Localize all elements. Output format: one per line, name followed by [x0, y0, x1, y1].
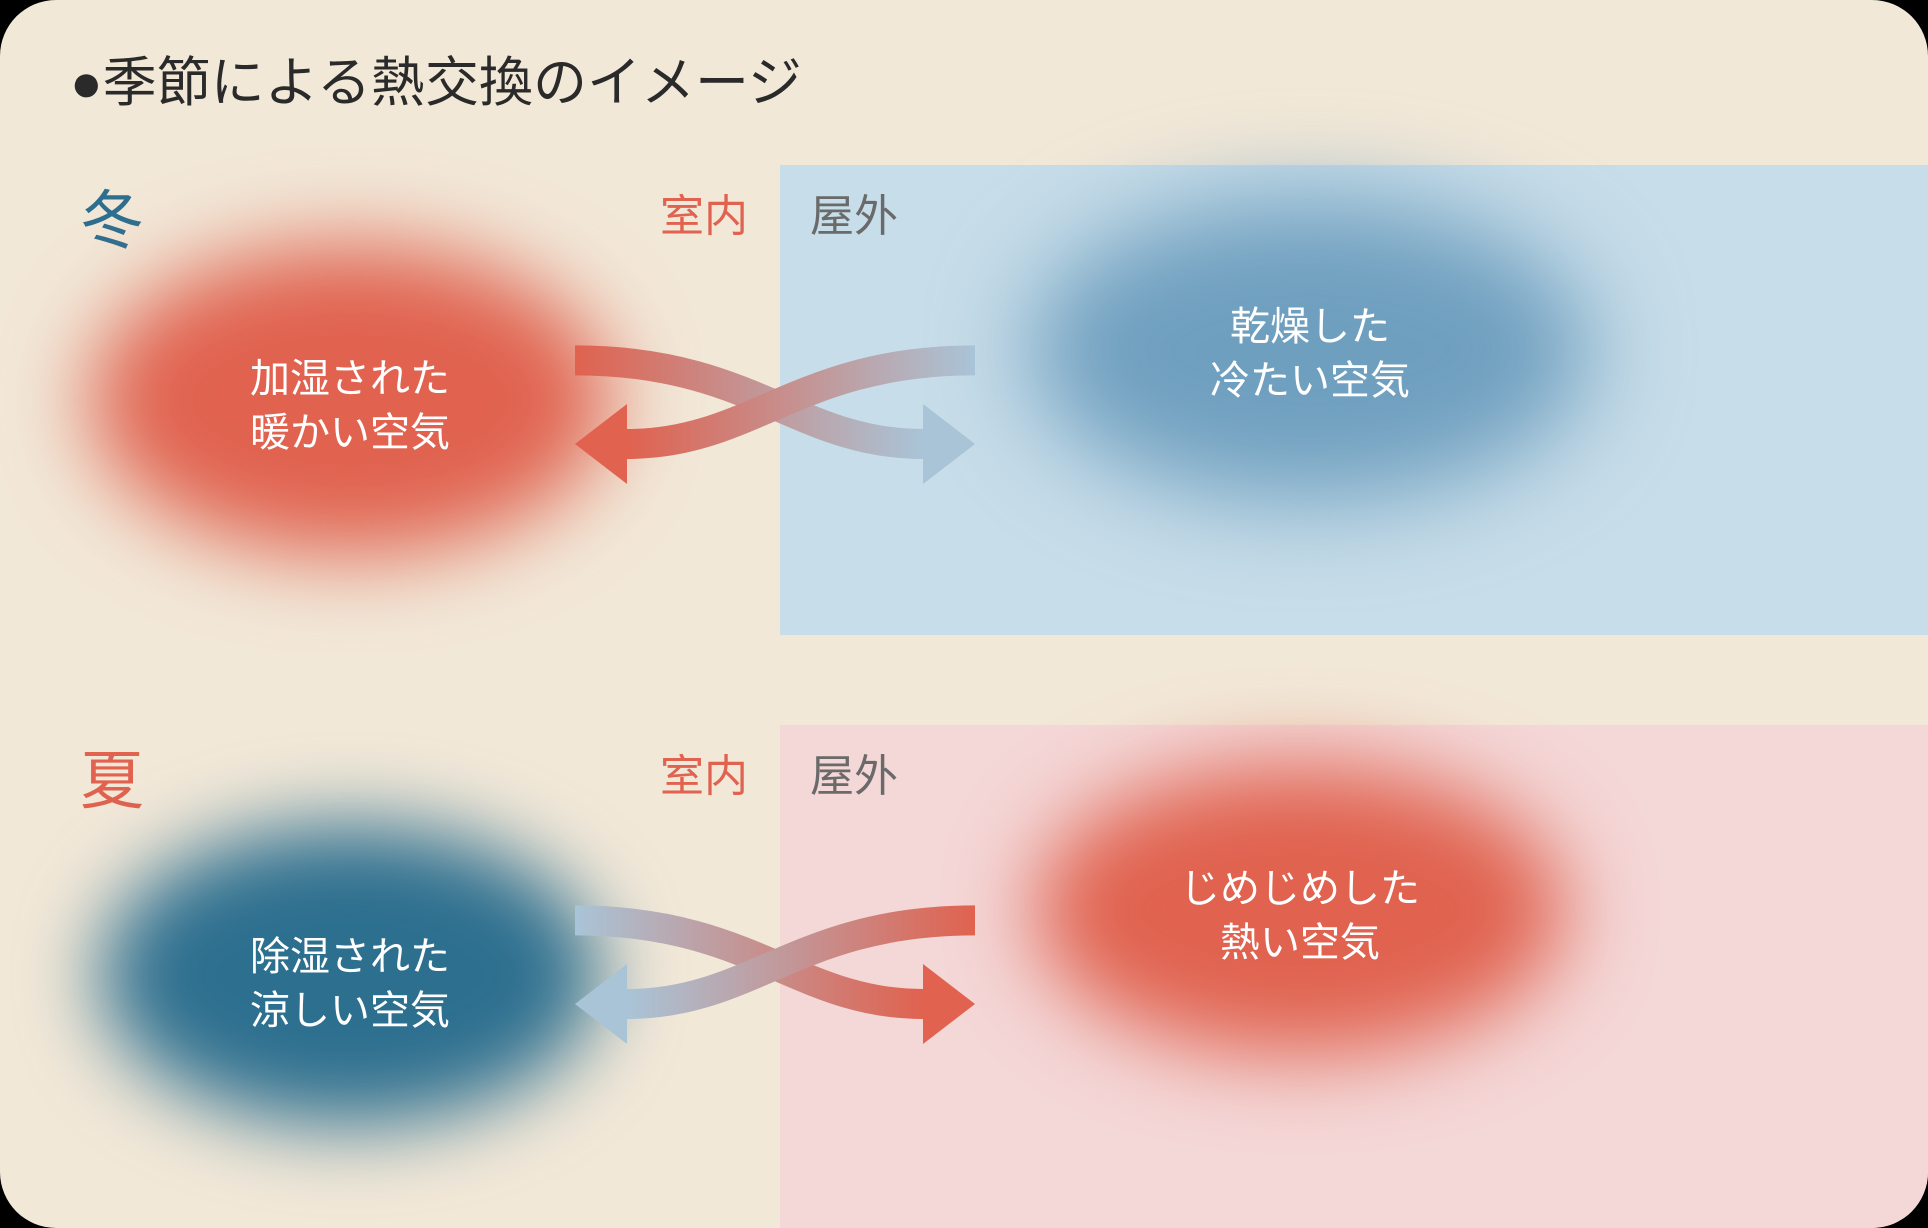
- diagram-title: ●季節による熱交換のイメージ: [70, 38, 802, 117]
- indoor-label-winter: 室内: [660, 180, 748, 244]
- summer-outdoor-text: じめじめした 熱い空気: [1000, 862, 1600, 970]
- season-label-summer: 夏: [80, 730, 144, 822]
- outdoor-label-winter: 屋外: [810, 180, 898, 244]
- season-label-winter: 冬: [80, 170, 144, 262]
- indoor-label-summer: 室内: [660, 740, 748, 804]
- exchange-arrows-summer: [555, 850, 995, 1070]
- diagram-card: ●季節による熱交換のイメージ 冬 夏 室内 屋外 室内 屋外 加湿された 暖かい…: [0, 0, 1928, 1228]
- exchange-arrows-winter: [555, 290, 995, 510]
- outdoor-label-summer: 屋外: [810, 740, 898, 804]
- winter-outdoor-text: 乾燥した 冷たい空気: [1010, 300, 1610, 408]
